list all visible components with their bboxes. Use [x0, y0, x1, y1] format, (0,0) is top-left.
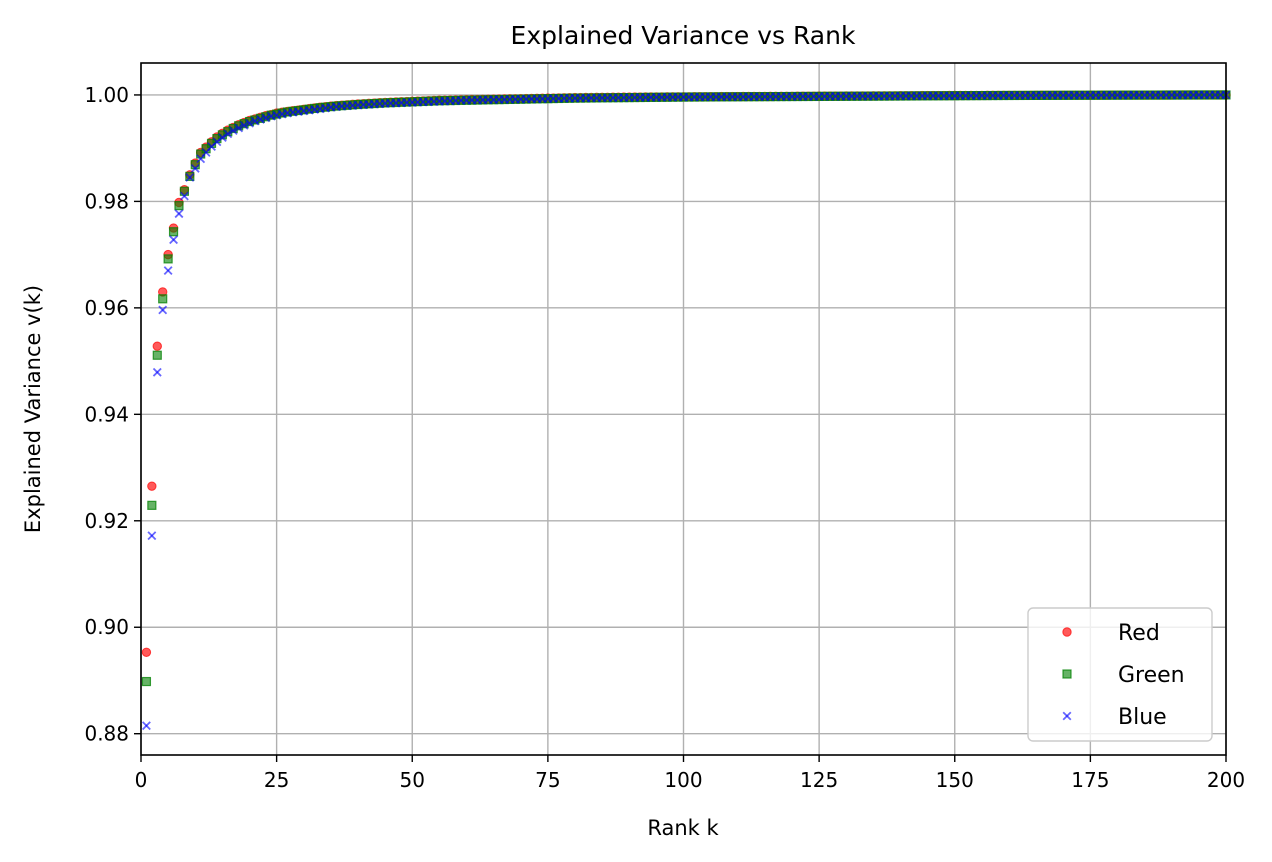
legend-label-green: Green	[1118, 663, 1185, 688]
point-red	[147, 481, 157, 491]
point-green	[168, 227, 179, 237]
y-tick-label: 0.88	[84, 722, 129, 746]
y-tick-label: 0.92	[84, 509, 129, 533]
y-tick-label: 0.94	[84, 402, 129, 426]
point-blue	[239, 120, 249, 130]
point-red	[141, 647, 152, 657]
point-blue	[147, 531, 157, 541]
y-tick-label: 0.90	[84, 615, 129, 639]
point-green	[158, 294, 168, 304]
x-tick-label: 50	[400, 768, 425, 792]
point-blue	[179, 191, 189, 201]
y-axis-label: Explained Variance v(k)	[21, 285, 45, 533]
y-tick-label: 0.96	[84, 296, 129, 320]
point-blue	[163, 266, 173, 276]
x-tick-label: 200	[1207, 768, 1245, 792]
y-tick-label: 0.98	[84, 189, 129, 213]
y-tick-label: 1.00	[84, 83, 129, 107]
point-blue	[245, 118, 254, 128]
x-tick-label: 125	[800, 768, 838, 792]
x-tick-label: 150	[936, 768, 974, 792]
legend-marker-red	[1062, 627, 1072, 637]
point-blue	[190, 163, 200, 173]
point-green	[152, 350, 162, 360]
x-tick-label: 0	[135, 768, 148, 792]
point-blue	[174, 209, 184, 219]
data-points	[141, 90, 1231, 731]
point-blue	[223, 129, 233, 139]
point-blue	[228, 126, 238, 136]
x-tick-label: 75	[535, 768, 560, 792]
legend-label-red: Red	[1118, 621, 1160, 646]
point-green	[174, 201, 184, 211]
legend-marker-blue	[1062, 711, 1072, 721]
point-green	[147, 500, 157, 510]
legend-label-blue: Blue	[1118, 705, 1167, 730]
axis-tick-labels: 0 25 50 75 100 125 150 175 200 0.88 0.90 0.92 0.94 0.…	[84, 83, 1245, 792]
legend: Red Green Blue	[1027, 607, 1213, 742]
point-blue	[217, 133, 227, 142]
x-tick-label: 100	[664, 768, 702, 792]
point-green	[163, 254, 173, 264]
point-green	[141, 676, 152, 687]
point-blue	[185, 173, 195, 182]
point-blue	[152, 367, 162, 377]
point-blue	[169, 235, 178, 245]
point-blue	[234, 123, 244, 133]
x-tick-label: 25	[264, 768, 289, 792]
series-blue	[141, 90, 1231, 731]
x-tick-label: 175	[1071, 768, 1109, 792]
axis-ticks	[134, 94, 1227, 762]
legend-box	[1027, 607, 1213, 742]
chart-title: Explained Variance vs Rank	[511, 21, 856, 50]
x-axis-label: Rank k	[647, 816, 719, 840]
point-blue	[158, 305, 168, 315]
point-blue	[141, 721, 151, 731]
legend-marker-green	[1062, 669, 1072, 679]
point-red	[152, 341, 162, 351]
